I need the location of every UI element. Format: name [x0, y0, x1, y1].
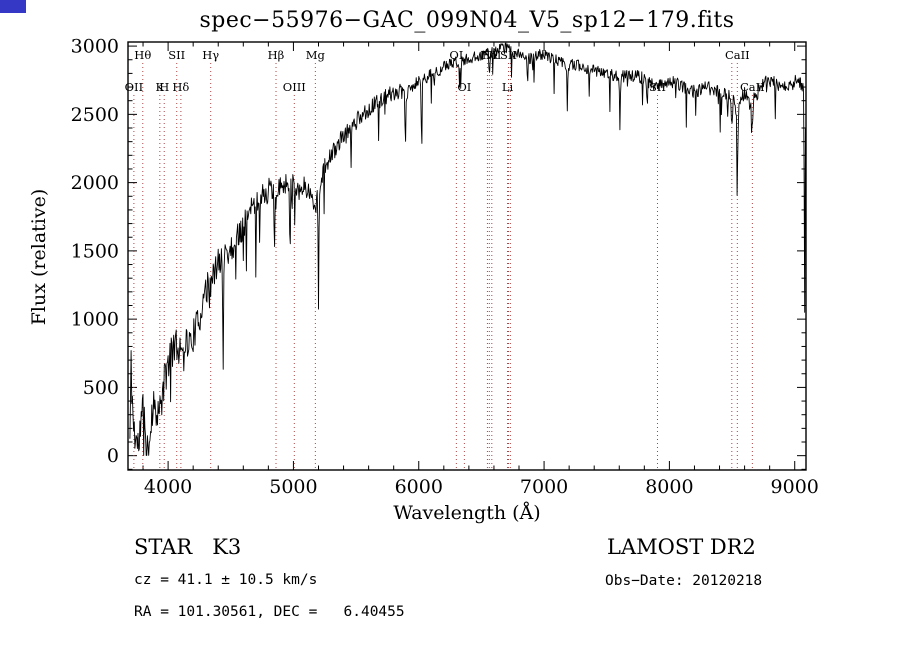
spectral-line-label: Mg: [306, 48, 326, 62]
spectral-line-label: SII: [168, 48, 185, 62]
y-tick-label: 500: [83, 377, 119, 399]
y-tick-label: 2000: [71, 172, 119, 194]
object-class-label: STAR K3: [134, 535, 242, 559]
axis-ticks: [128, 42, 806, 470]
survey-label: LAMOST DR2: [607, 535, 756, 559]
spectral-line-label: OI: [449, 48, 463, 62]
spectral-line-label: SII: [500, 48, 517, 62]
cz-value: cz = 41.1 ± 10.5 km/s: [134, 572, 318, 588]
spectral-line-label: CaII: [740, 80, 765, 94]
spectral-line-label: OI: [457, 80, 471, 94]
coordinates: RA = 101.30561, DEC = 6.40455: [134, 604, 405, 620]
spectral-line-label: H: [159, 80, 169, 94]
spectral-line-label: SII: [649, 80, 666, 94]
spectral-line-label: OII: [125, 80, 144, 94]
spectral-line-label: Hα: [480, 48, 498, 62]
spectral-line-label: Hδ: [172, 80, 189, 94]
spectral-line-label: NII: [482, 48, 501, 62]
spectral-line-label: K: [156, 80, 165, 94]
x-tick-label: 4000: [144, 476, 192, 498]
x-axis-label: Wavelength (Å): [393, 502, 541, 524]
plot-frame: [127, 41, 807, 471]
obs-date: Obs−Date: 20120218: [605, 573, 763, 589]
spectral-line-label: Hθ: [134, 48, 151, 62]
spectral-line-label: Li: [502, 80, 514, 94]
y-tick-label: 1500: [71, 240, 119, 262]
spectral-line-label: CaII: [725, 48, 750, 62]
blue-corner-mark: [0, 0, 26, 13]
spectral-line-label: OIII: [283, 80, 306, 94]
x-tick-label: 5000: [269, 476, 317, 498]
spectral-line-label: Hγ: [202, 48, 219, 62]
spectral-line-markers: [133, 63, 753, 470]
x-tick-label: 6000: [395, 476, 443, 498]
y-tick-label: 3000: [71, 36, 119, 58]
spectral-line-label: Hβ: [268, 48, 285, 62]
spectrum-trace: [129, 42, 806, 456]
y-tick-label: 0: [107, 445, 119, 467]
x-tick-label: 9000: [771, 476, 819, 498]
y-axis-label: Flux (relative): [28, 188, 50, 326]
plot-title: spec−55976−GAC_099N04_V5_sp12−179.fits: [199, 8, 735, 33]
x-tick-label: 8000: [645, 476, 693, 498]
x-tick-label: 7000: [520, 476, 568, 498]
axis-tick-labels: 4000 5000 6000 7000 8000 9000 0 500 1000 1500 2000…: [71, 36, 819, 498]
y-tick-label: 2500: [71, 104, 119, 126]
y-tick-label: 1000: [71, 309, 119, 331]
